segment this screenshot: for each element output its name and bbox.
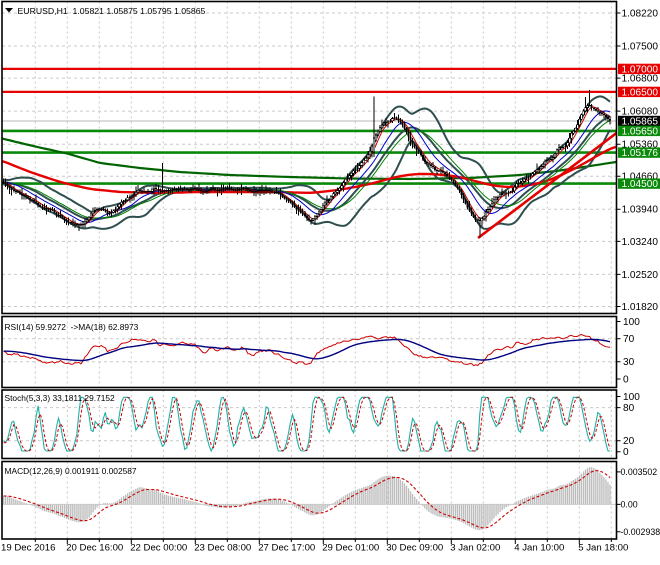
svg-text:30 Dec 09:00: 30 Dec 09:00 [386,543,443,554]
svg-text:1.03940: 1.03940 [622,205,659,216]
svg-text:1.03240: 1.03240 [622,237,659,248]
svg-text:0: 0 [623,447,629,458]
svg-text:3 Jan 02:00: 3 Jan 02:00 [450,543,500,554]
svg-text:100: 100 [623,392,640,403]
svg-text:1.06500: 1.06500 [622,87,659,98]
svg-text:19 Dec 2016: 19 Dec 2016 [1,543,55,554]
svg-text:0.003502: 0.003502 [621,467,658,477]
svg-text:RSI(14) 59.9272 ->MA(18) 62.8: RSI(14) 59.9272 ->MA(18) 62.8973 [5,322,139,332]
svg-text:80: 80 [623,403,635,414]
svg-text:29 Dec 01:00: 29 Dec 01:00 [322,543,379,554]
svg-text:-0.002938: -0.002938 [621,527,660,537]
svg-text:0: 0 [623,374,629,385]
svg-text:EURUSD,H1 1.05821 1.05875 1.0: EURUSD,H1 1.05821 1.05875 1.05795 1.0586… [18,6,206,16]
svg-text:1.07000: 1.07000 [622,64,659,75]
svg-text:30: 30 [623,357,635,368]
svg-text:1.01820: 1.01820 [622,302,659,313]
svg-text:1.02520: 1.02520 [622,270,659,281]
svg-text:4 Jan 10:00: 4 Jan 10:00 [514,543,564,554]
svg-text:1.07500: 1.07500 [622,41,659,52]
svg-text:20: 20 [623,436,635,447]
svg-text:1.04500: 1.04500 [622,179,659,190]
svg-text:MACD(12,26,9) 0.001911 0.00258: MACD(12,26,9) 0.001911 0.002587 [5,466,137,476]
svg-text:23 Dec 08:00: 23 Dec 08:00 [194,543,251,554]
svg-text:1.05176: 1.05176 [622,148,659,159]
svg-text:20 Dec 16:00: 20 Dec 16:00 [66,543,123,554]
svg-text:Stoch(5,3,3) 33,1811 29.7152: Stoch(5,3,3) 33,1811 29.7152 [5,393,116,403]
svg-text:1.08220: 1.08220 [622,8,659,19]
svg-text:100: 100 [623,317,640,328]
svg-text:1.05650: 1.05650 [622,126,659,137]
svg-text:22 Dec 00:00: 22 Dec 00:00 [130,543,187,554]
svg-text:5 Jan 18:00: 5 Jan 18:00 [578,543,628,554]
svg-text:70: 70 [623,334,635,345]
svg-text:0.00: 0.00 [621,500,638,510]
svg-text:27 Dec 17:00: 27 Dec 17:00 [258,543,315,554]
